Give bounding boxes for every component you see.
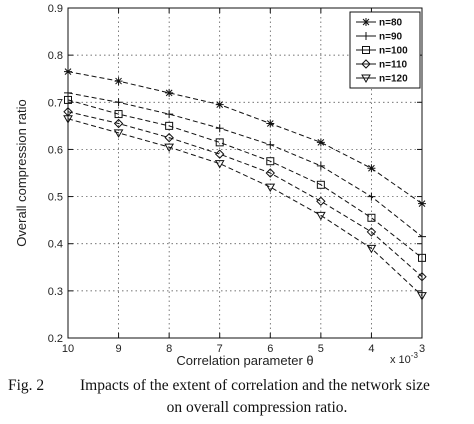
data-point (367, 192, 376, 201)
data-point (164, 132, 174, 143)
data-point (113, 118, 124, 129)
data-point (366, 227, 377, 237)
x-multiplier-base: x 10 (390, 354, 411, 366)
data-point (164, 143, 175, 153)
legend-item: n=120 (356, 74, 408, 85)
data-point (114, 77, 123, 86)
series-line (67, 99, 423, 259)
data-point (265, 168, 275, 178)
y-tick-label: 0.9 (48, 3, 63, 15)
caption-line-1: Fig. 2 Impacts of the extent of correlati… (8, 376, 430, 396)
data-point (64, 95, 72, 104)
y-tick-label: 0.3 (48, 286, 63, 298)
series-line (67, 118, 423, 296)
y-axis-ticks: 0.2 0.3 0.4 0.5 0.6 0.7 0.8 0.9 (48, 3, 422, 345)
legend-marker (361, 59, 371, 69)
data-point (418, 232, 426, 241)
series-line (67, 111, 423, 278)
plot-frame (67, 7, 423, 339)
data-point (165, 121, 174, 130)
series-n-90 (64, 88, 426, 241)
legend-item: n=110 (356, 59, 408, 71)
data-point (165, 88, 174, 97)
series-n-110 (63, 107, 427, 282)
legend-marker (362, 18, 370, 26)
data-point (114, 110, 123, 119)
data-point (316, 180, 325, 189)
x-multiplier-exponent: -3 (411, 351, 419, 360)
data-point (418, 199, 426, 208)
series-n-80 (64, 67, 426, 208)
data-point (63, 115, 73, 124)
data-point (316, 161, 325, 170)
x-axis-multiplier: x 10-3 (390, 351, 418, 366)
caption-line-2: on overall compression ratio. (166, 399, 348, 416)
x-tick-label: 6 (267, 343, 273, 355)
caption-label: Fig. 2 (8, 377, 45, 394)
y-tick-label: 0.5 (48, 192, 63, 204)
series-line (67, 92, 423, 237)
grid-lines (68, 8, 422, 338)
caption-text-1: Impacts of the extent of correlation and… (80, 377, 430, 394)
legend-label: n=110 (379, 60, 408, 71)
legend-label: n=120 (379, 74, 408, 85)
data-point (266, 140, 275, 149)
x-tick-label: 4 (368, 343, 374, 355)
data-point (215, 138, 224, 147)
series-n-120 (63, 115, 427, 301)
legend-marker (361, 74, 371, 84)
data-point (215, 100, 224, 109)
data-point (214, 160, 225, 169)
data-point (265, 183, 276, 193)
legend-label: n=80 (379, 18, 403, 29)
legend-item: n=80 (356, 18, 403, 29)
legend-marker (362, 32, 370, 40)
x-axis-ticks: 10 9 8 7 6 5 4 3 (62, 8, 425, 355)
data-point (316, 138, 325, 147)
legend-label: n=90 (379, 32, 403, 43)
legend-label: n=100 (379, 46, 408, 57)
y-tick-label: 0.8 (48, 50, 63, 62)
data-point (215, 149, 225, 159)
legend-item: n=100 (356, 46, 408, 57)
x-tick-label: 7 (217, 343, 223, 355)
series-line (67, 71, 423, 205)
data-point (316, 196, 326, 206)
data-point (64, 67, 72, 76)
x-tick-label: 10 (62, 343, 74, 355)
x-tick-label: 9 (116, 343, 122, 355)
y-tick-label: 0.6 (48, 144, 63, 156)
y-tick-label: 0.7 (48, 97, 63, 109)
legend: n=80 n=90 n=100 n=110 n=120 (349, 11, 421, 89)
line-chart: 0.2 0.3 0.4 0.5 0.6 0.7 0.8 0.9 10 9 8 7 6 5 4 3 Overa… (14, 3, 427, 368)
data-point (417, 292, 427, 301)
legend-marker (362, 46, 370, 54)
data-point (113, 129, 124, 138)
data-point (266, 157, 275, 166)
y-tick-label: 0.4 (48, 239, 63, 251)
data-point (315, 211, 326, 221)
y-tick-label: 0.2 (48, 333, 63, 345)
x-axis-label: Correlation parameter θ (176, 353, 313, 368)
x-tick-label: 3 (419, 343, 425, 355)
data-point (417, 272, 427, 282)
series-n-100 (64, 95, 426, 262)
y-axis-label: Overall compression ratio (14, 99, 29, 246)
data-point (418, 253, 426, 262)
data-point (367, 213, 376, 222)
x-tick-label: 5 (318, 343, 324, 355)
data-point (366, 244, 377, 254)
x-tick-label: 8 (166, 343, 172, 355)
data-point (215, 124, 224, 133)
data-point (165, 110, 174, 119)
series-group (63, 67, 427, 301)
data-point (266, 119, 275, 128)
data-point (64, 88, 72, 97)
legend-item: n=90 (356, 32, 403, 43)
data-point (367, 164, 376, 173)
data-point (114, 98, 123, 107)
